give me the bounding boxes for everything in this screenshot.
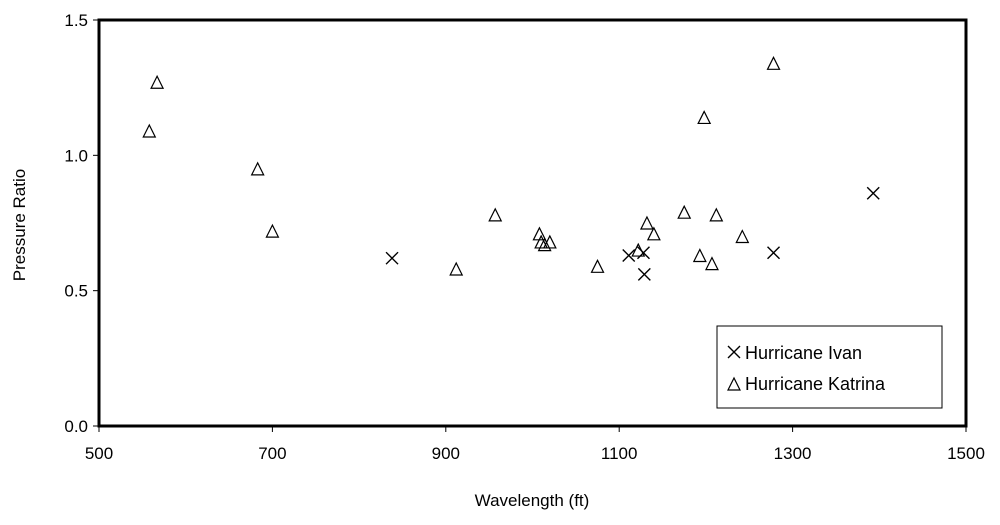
data-point bbox=[692, 248, 707, 263]
legend-box bbox=[716, 325, 943, 409]
legend-label-ivan: Hurricane Ivan bbox=[745, 343, 862, 363]
legend-marker bbox=[727, 376, 741, 391]
data-point bbox=[265, 223, 280, 238]
x-tick-label: 900 bbox=[432, 444, 460, 463]
data-point bbox=[622, 248, 636, 262]
y-tick-label: 0.5 bbox=[64, 282, 88, 301]
data-point bbox=[704, 256, 719, 271]
data-point bbox=[250, 161, 265, 176]
data-point bbox=[767, 246, 781, 260]
y-tick-label: 1.0 bbox=[64, 146, 88, 165]
legend-label-katrina: Hurricane Katrina bbox=[745, 374, 886, 394]
data-point bbox=[636, 246, 650, 260]
y-axis: 0.0 0.5 1.0 1.5 bbox=[64, 11, 99, 436]
data-point bbox=[766, 55, 781, 70]
x-axis: 500 700 900 1100 1300 1500 bbox=[85, 426, 985, 463]
legend-marker-ivan bbox=[727, 345, 741, 359]
y-tick-label: 1.5 bbox=[64, 11, 88, 30]
data-point bbox=[697, 110, 712, 125]
data-point bbox=[449, 261, 464, 276]
data-point bbox=[646, 226, 661, 241]
data-point bbox=[590, 258, 605, 273]
data-point bbox=[150, 74, 165, 89]
data-point bbox=[637, 267, 651, 281]
x-tick-label: 1300 bbox=[774, 444, 812, 463]
x-tick-label: 1500 bbox=[947, 444, 985, 463]
data-point bbox=[866, 186, 880, 200]
x-axis-title: Wavelength (ft) bbox=[475, 491, 590, 510]
data-point bbox=[385, 251, 399, 265]
x-tick-label: 1100 bbox=[601, 444, 638, 463]
data-point bbox=[537, 237, 552, 252]
legend-marker-katrina bbox=[727, 376, 741, 391]
data-points bbox=[142, 55, 880, 281]
data-point bbox=[735, 229, 750, 244]
y-tick-label: 0.0 bbox=[64, 417, 88, 436]
x-tick-label: 700 bbox=[258, 444, 286, 463]
y-axis-title: Pressure Ratio bbox=[10, 169, 29, 281]
data-point bbox=[631, 242, 646, 257]
legend: Hurricane Ivan Hurricane Katrina bbox=[716, 325, 943, 409]
x-tick-label: 500 bbox=[85, 444, 113, 463]
data-point bbox=[709, 207, 724, 222]
series-ivan bbox=[385, 186, 880, 281]
data-point bbox=[542, 234, 557, 249]
data-point bbox=[639, 215, 654, 230]
data-point bbox=[532, 226, 547, 241]
plot-frame bbox=[97, 18, 968, 428]
series-katrina bbox=[142, 55, 781, 276]
data-point bbox=[677, 204, 692, 219]
data-point bbox=[534, 234, 549, 249]
data-point bbox=[488, 207, 503, 222]
data-point bbox=[142, 123, 157, 138]
legend-marker bbox=[727, 345, 741, 359]
